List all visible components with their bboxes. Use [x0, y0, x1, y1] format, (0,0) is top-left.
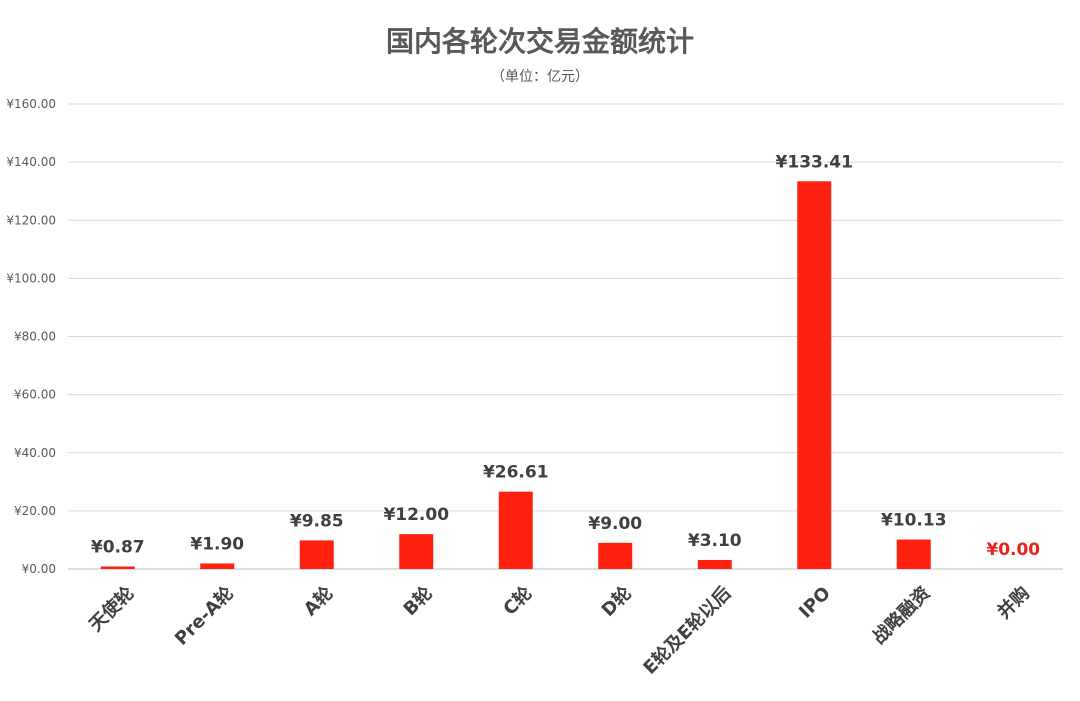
x-tick-label: 天使轮 — [85, 582, 139, 636]
x-tick-label: B轮 — [399, 582, 437, 620]
data-label: ¥9.00 — [588, 514, 642, 534]
y-tick-label: ¥100.00 — [6, 271, 56, 285]
data-label: ¥133.41 — [776, 152, 853, 172]
x-tick-label: 并购 — [993, 582, 1034, 623]
bar — [896, 539, 931, 569]
y-axis-ticks: ¥0.00 ¥20.00 ¥40.00 ¥60.00 ¥80.00 ¥100.00 ¥120… — [6, 97, 56, 576]
data-label: ¥12.00 — [383, 505, 449, 525]
y-tick-label: ¥20.00 — [14, 504, 56, 518]
y-tick-label: ¥60.00 — [14, 388, 56, 402]
x-axis-ticks: 天使轮 Pre-A轮 A轮 B轮 C轮 D轮 E轮及E轮以后 IPO 战略融资 并购 — [85, 582, 1034, 679]
data-label: ¥0.87 — [91, 537, 145, 557]
x-tick-label: Pre-A轮 — [170, 582, 238, 650]
y-tick-label: ¥40.00 — [14, 446, 56, 460]
y-tick-label: ¥160.00 — [6, 97, 56, 111]
bar — [299, 540, 334, 569]
chart-title: 国内各轮次交易金额统计 — [385, 25, 694, 58]
bar — [498, 491, 533, 569]
data-label: ¥0.00 — [986, 540, 1040, 560]
x-tick-label: E轮及E轮以后 — [639, 582, 736, 679]
x-tick-label: C轮 — [499, 582, 537, 620]
data-label: ¥26.61 — [483, 463, 549, 483]
bar — [399, 534, 434, 569]
x-tick-label: D轮 — [597, 582, 636, 621]
data-label: ¥9.85 — [290, 511, 344, 531]
bar — [797, 181, 832, 569]
chart-subtitle: （单位：亿元） — [491, 69, 589, 85]
y-tick-label: ¥0.00 — [22, 562, 56, 576]
grid-lines — [68, 103, 1063, 570]
data-label: ¥1.90 — [190, 534, 244, 554]
bars — [100, 181, 931, 569]
y-tick-label: ¥140.00 — [6, 155, 56, 169]
bar — [697, 559, 732, 569]
bar — [100, 566, 135, 569]
y-tick-label: ¥120.00 — [6, 213, 56, 227]
value-labels: ¥0.87 ¥1.90 ¥9.85 ¥12.00 ¥26.61 ¥9.00 ¥3.10 ¥13… — [91, 152, 1040, 560]
x-tick-label: 战略融资 — [868, 582, 934, 648]
bar — [200, 563, 235, 569]
y-tick-label: ¥80.00 — [14, 330, 56, 344]
data-label: ¥10.13 — [881, 511, 947, 531]
x-tick-label: A轮 — [299, 582, 337, 620]
data-label: ¥3.10 — [688, 531, 742, 551]
bar — [598, 542, 633, 569]
x-tick-label: IPO — [795, 583, 835, 623]
